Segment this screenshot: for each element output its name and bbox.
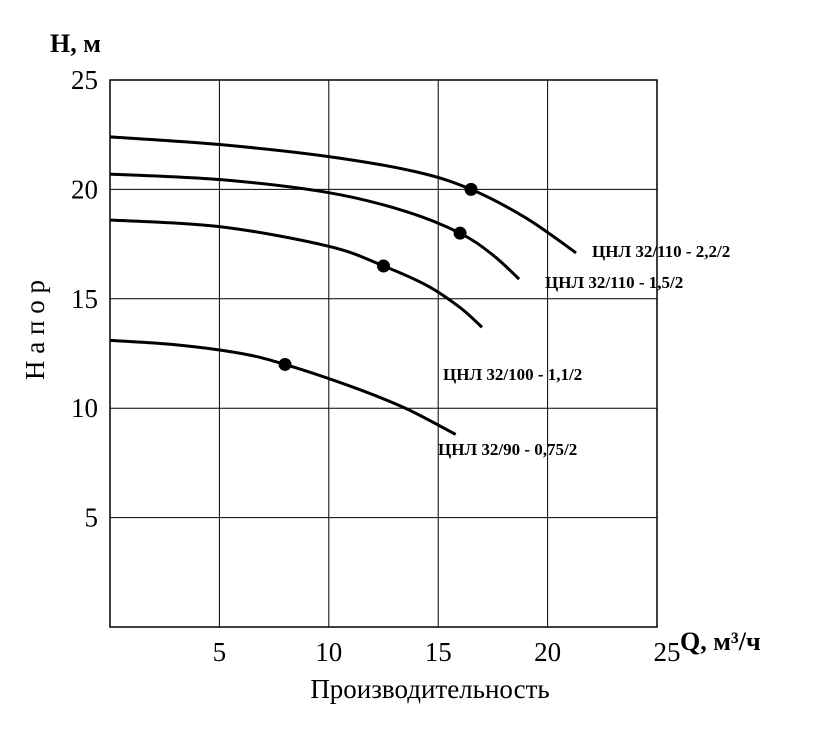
- y-unit-label: Н, м: [50, 29, 101, 58]
- x-tick-label: 5: [213, 637, 227, 667]
- duty-point-marker: [453, 226, 467, 240]
- duty-point-marker: [464, 182, 478, 196]
- series-label: ЦНЛ 32/110 - 2,2/2: [592, 242, 730, 261]
- grid: [110, 80, 657, 627]
- y-tick-label: 20: [71, 174, 98, 204]
- y-tick-label: 5: [85, 503, 99, 533]
- x-axis-title: Производительность: [310, 674, 549, 704]
- y-tick-label: 25: [71, 65, 98, 95]
- series-labels: ЦНЛ 32/110 - 2,2/2 ЦНЛ 32/110 - 1,5/2 ЦНЛ …: [438, 242, 730, 459]
- x-tick-label: 15: [425, 637, 452, 667]
- series-curve: [109, 338, 457, 436]
- series-curve: [109, 218, 483, 329]
- duty-point-marker: [278, 357, 292, 371]
- series-curve: [109, 135, 577, 255]
- x-tick-label: 25: [654, 637, 681, 667]
- y-axis-title: Н а п о р: [20, 280, 50, 380]
- duty-point-marker: [377, 259, 390, 273]
- duty-points: [278, 182, 478, 371]
- x-tick-label: 10: [315, 637, 342, 667]
- series-label: ЦНЛ 32/100 - 1,1/2: [443, 365, 582, 384]
- series-label: ЦНЛ 32/110 - 1,5/2: [545, 273, 683, 292]
- y-tick-label: 10: [71, 393, 98, 423]
- series-label: ЦНЛ 32/90 - 0,75/2: [438, 440, 577, 459]
- plot-area-frame: [109, 79, 658, 628]
- x-unit-label: Q, м³/ч: [680, 627, 761, 656]
- series-curve: [109, 172, 521, 281]
- series-curves: [109, 135, 577, 436]
- y-tick-label: 15: [71, 284, 98, 314]
- tick-labels: 5 10 15 20 25 5 10 15 20 25: [71, 65, 681, 667]
- x-tick-label: 20: [534, 637, 561, 667]
